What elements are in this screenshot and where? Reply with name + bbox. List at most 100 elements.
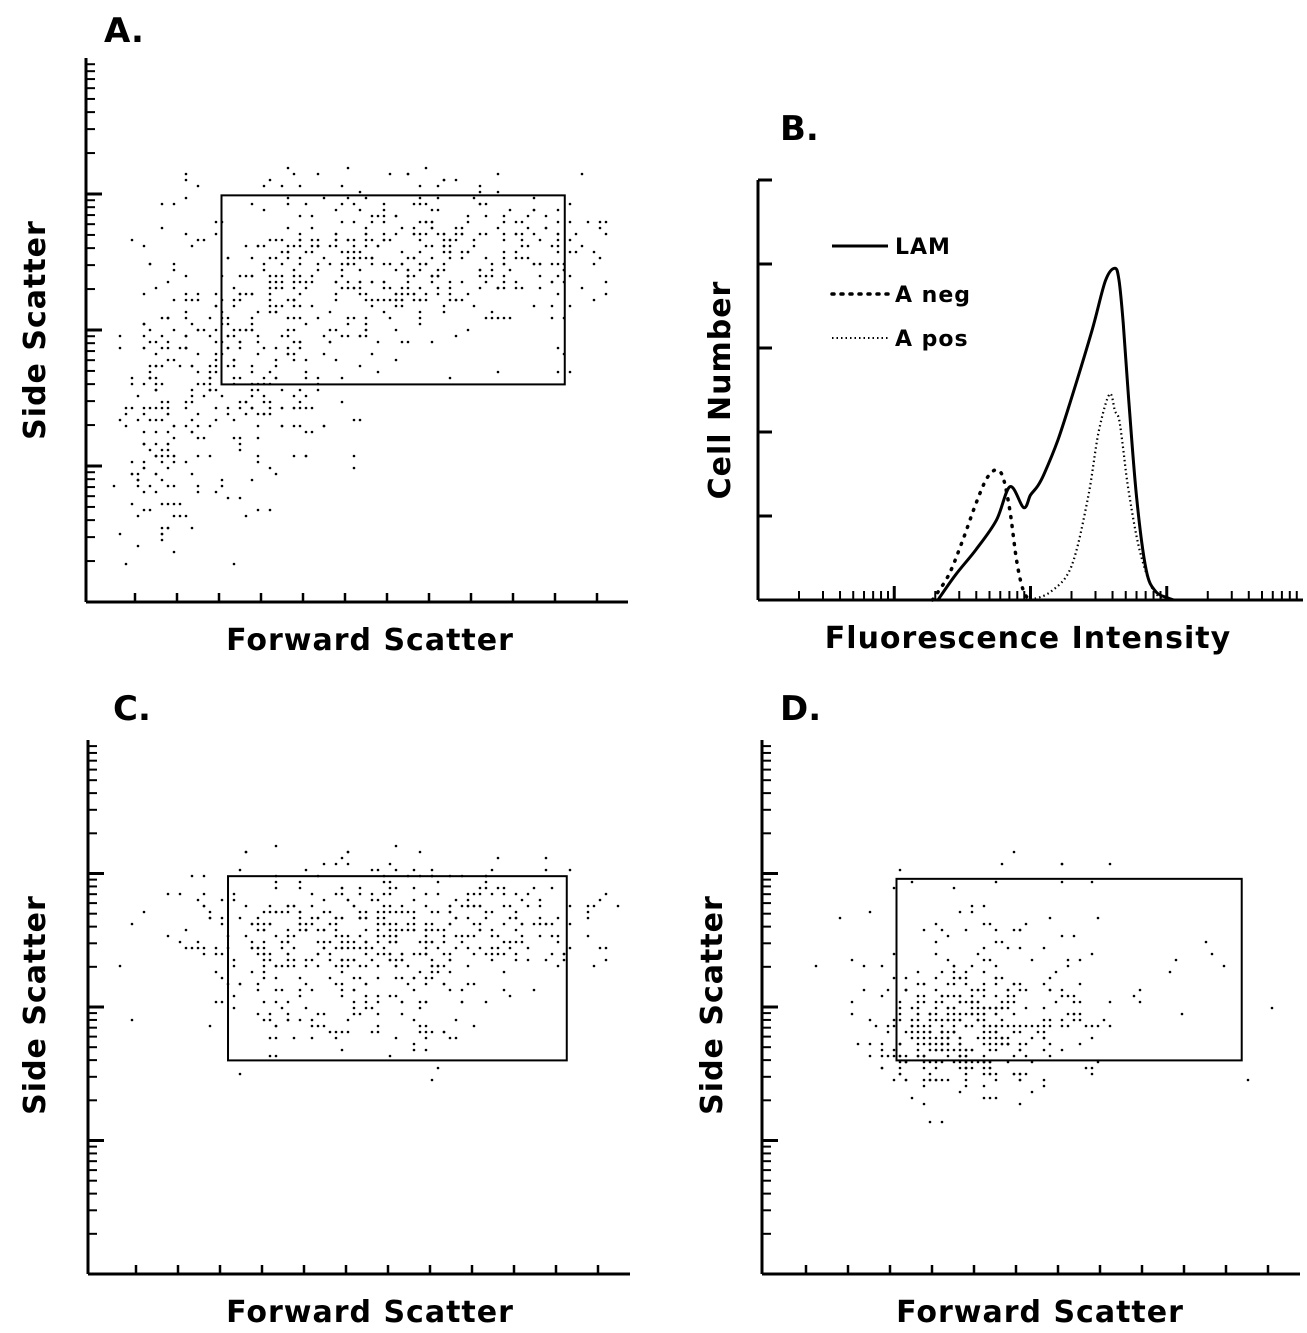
scatter-point [556, 934, 560, 938]
scatter-point [250, 202, 254, 206]
scatter-point [274, 1024, 278, 1028]
scatter-point [412, 886, 416, 890]
scatter-point [904, 976, 908, 980]
scatter-point [526, 226, 530, 230]
scatter-point [922, 982, 926, 986]
scatter-point [268, 1012, 272, 1016]
scatter-point [1024, 1054, 1028, 1058]
scatter-point [160, 454, 164, 458]
scatter-point [274, 364, 278, 368]
scatter-point [274, 976, 278, 980]
scatter-point [898, 1054, 902, 1058]
scatter-point [220, 394, 224, 398]
scatter-point [910, 1030, 914, 1034]
scatter-point [418, 970, 422, 974]
scatter-point [922, 994, 926, 998]
scatter-point [502, 280, 506, 284]
scatter-point [874, 1024, 878, 1028]
scatter-point [568, 238, 572, 242]
scatter-point [166, 448, 170, 452]
scatter-point [256, 916, 260, 920]
scatter-point [604, 232, 608, 236]
scatter-point [490, 946, 494, 950]
scatter-point [1090, 952, 1094, 956]
scatter-point [502, 274, 506, 278]
scatter-point [364, 328, 368, 332]
scatter-point [400, 292, 404, 296]
scatter-point [202, 238, 206, 242]
scatter-point [268, 178, 272, 182]
scatter-point [1060, 994, 1064, 998]
scatter-point [472, 934, 476, 938]
scatter-point [196, 370, 200, 374]
scatter-point [922, 928, 926, 932]
panel-b-letter: B. [780, 109, 819, 149]
scatter-point [346, 256, 350, 260]
scatter-point [424, 952, 428, 956]
scatter-point [274, 238, 278, 242]
scatter-point [364, 1000, 368, 1004]
scatter-point [958, 910, 962, 914]
scatter-point [370, 946, 374, 950]
scatter-point [1012, 1012, 1016, 1016]
scatter-point [382, 214, 386, 218]
scatter-point [166, 892, 170, 896]
scatter-point [1030, 1024, 1034, 1028]
scatter-point [304, 376, 308, 380]
scatter-point [316, 268, 320, 272]
scatter-point [982, 988, 986, 992]
scatter-point [1078, 1042, 1082, 1046]
scatter-point [298, 316, 302, 320]
scatter-point [370, 214, 374, 218]
scatter-point [1054, 1000, 1058, 1004]
scatter-point [238, 340, 242, 344]
scatter-point [214, 1000, 218, 1004]
scatter-point [922, 1054, 926, 1058]
scatter-point [274, 346, 278, 350]
scatter-point [262, 412, 266, 416]
scatter-point [190, 244, 194, 248]
scatter-point [1084, 1066, 1088, 1070]
scatter-point [298, 274, 302, 278]
scatter-point [454, 1018, 458, 1022]
scatter-point [394, 214, 398, 218]
scatter-point [340, 940, 344, 944]
scatter-point [952, 970, 956, 974]
scatter-point [232, 994, 236, 998]
scatter-point [520, 232, 524, 236]
scatter-point [418, 1030, 422, 1034]
panel-a-plot [84, 58, 628, 604]
scatter-point [190, 394, 194, 398]
scatter-point [340, 958, 344, 962]
scatter-point [304, 430, 308, 434]
scatter-point [184, 292, 188, 296]
scatter-point [1012, 982, 1016, 986]
scatter-point [388, 922, 392, 926]
scatter-point [868, 1054, 872, 1058]
scatter-point [226, 322, 230, 326]
scatter-point [1000, 1006, 1004, 1010]
scatter-point [526, 244, 530, 248]
scatter-point [520, 238, 524, 242]
scatter-point [370, 220, 374, 224]
scatter-point [928, 1030, 932, 1034]
scatter-point [544, 856, 548, 860]
scatter-point [430, 922, 434, 926]
scatter-point [316, 262, 320, 266]
scatter-point [430, 274, 434, 278]
scatter-point [964, 970, 968, 974]
scatter-point [160, 226, 164, 230]
scatter-point [964, 1012, 968, 1016]
scatter-point [214, 364, 218, 368]
scatter-point [436, 184, 440, 188]
scatter-point [1078, 1018, 1082, 1022]
scatter-point [298, 292, 302, 296]
scatter-point [406, 274, 410, 278]
scatter-point [1024, 1006, 1028, 1010]
scatter-point [346, 850, 350, 854]
scatter-point [1180, 1012, 1184, 1016]
scatter-point [892, 1018, 896, 1022]
scatter-point [370, 280, 374, 284]
scatter-point [472, 196, 476, 200]
scatter-point [208, 316, 212, 320]
